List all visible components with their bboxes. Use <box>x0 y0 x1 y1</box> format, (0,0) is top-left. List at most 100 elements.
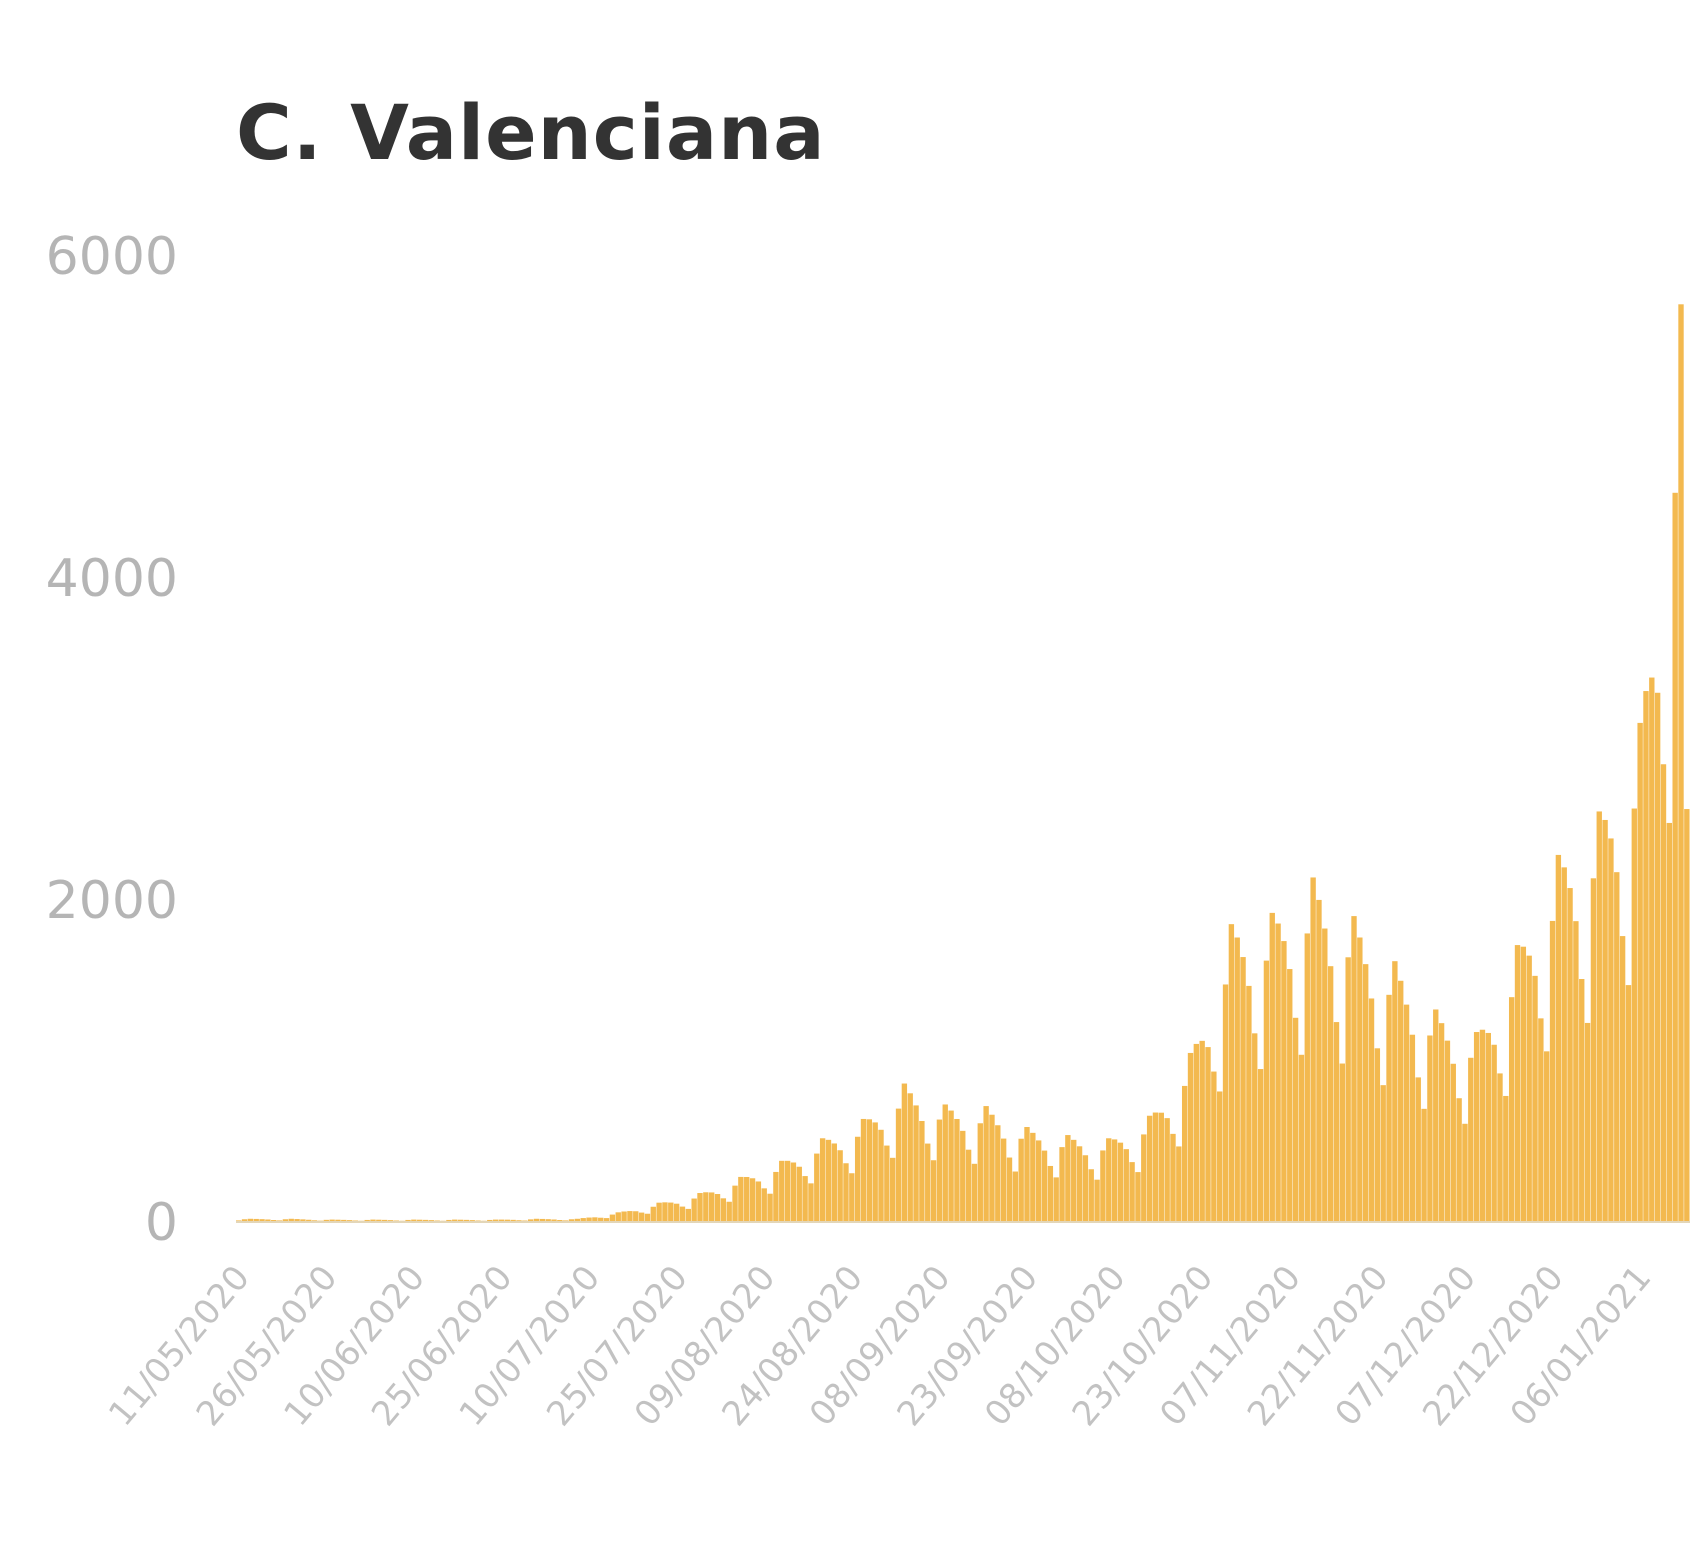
bar <box>417 1219 423 1222</box>
bar <box>247 1218 254 1222</box>
bar <box>1316 899 1322 1222</box>
bar <box>335 1219 341 1222</box>
bar <box>819 1138 826 1222</box>
bar <box>1000 1138 1007 1222</box>
bar <box>761 1188 767 1222</box>
bar <box>422 1219 429 1222</box>
bar <box>1398 980 1404 1222</box>
bar <box>1059 1147 1065 1222</box>
chart-title: C. Valenciana <box>236 88 826 177</box>
bar <box>685 1208 691 1222</box>
bar <box>878 1129 884 1222</box>
bar <box>323 1219 329 1222</box>
bar <box>457 1219 464 1222</box>
bar <box>1561 867 1567 1222</box>
bar <box>773 1171 779 1222</box>
bar <box>977 1123 983 1222</box>
bar <box>633 1211 639 1222</box>
bar <box>586 1217 592 1222</box>
bar <box>452 1219 458 1222</box>
bar <box>1403 1004 1410 1222</box>
bar <box>1479 1029 1486 1222</box>
bar <box>1111 1139 1118 1222</box>
bar <box>527 1219 534 1222</box>
bar <box>1217 1091 1223 1222</box>
bar <box>1544 1051 1550 1222</box>
bar <box>1211 1071 1217 1222</box>
bar <box>1035 1140 1042 1222</box>
bar <box>1631 808 1637 1222</box>
bar <box>306 1219 312 1222</box>
bar <box>1193 1043 1200 1222</box>
bar <box>253 1218 259 1222</box>
bar <box>1263 960 1270 1222</box>
bar <box>808 1183 814 1222</box>
bar <box>942 1104 948 1222</box>
bar <box>1246 985 1252 1222</box>
bar <box>1152 1112 1159 1222</box>
bar <box>796 1166 802 1222</box>
bar <box>638 1212 645 1222</box>
bar <box>1082 1155 1089 1222</box>
bar <box>890 1157 896 1222</box>
bar <box>370 1219 376 1222</box>
bar <box>767 1193 773 1222</box>
bar <box>300 1219 306 1222</box>
bar <box>1117 1142 1124 1222</box>
bar <box>574 1218 581 1222</box>
bar <box>1654 692 1661 1222</box>
bar <box>726 1201 732 1222</box>
bar <box>1222 984 1229 1222</box>
bar <box>1322 928 1328 1222</box>
bar <box>294 1219 300 1222</box>
bar <box>755 1181 762 1222</box>
bar <box>1006 1157 1013 1222</box>
bar <box>1514 945 1521 1222</box>
bar <box>1164 1118 1170 1222</box>
bar <box>1415 1077 1421 1222</box>
bar <box>1228 924 1235 1222</box>
bar <box>510 1219 516 1222</box>
bar <box>1433 1009 1439 1222</box>
bar <box>965 1149 972 1222</box>
bar <box>1532 975 1538 1222</box>
bar <box>1520 946 1527 1222</box>
bar <box>1041 1150 1048 1222</box>
bar <box>831 1143 837 1222</box>
bar <box>1100 1150 1106 1222</box>
bar <box>592 1217 598 1222</box>
bar <box>1643 691 1649 1222</box>
bar <box>691 1198 697 1222</box>
bar <box>329 1219 335 1222</box>
bar <box>843 1163 849 1222</box>
bar <box>866 1119 873 1222</box>
bar <box>703 1192 709 1222</box>
bar <box>1106 1138 1112 1222</box>
bar <box>1158 1112 1164 1222</box>
bar <box>1386 994 1392 1222</box>
bar <box>551 1219 557 1222</box>
bar <box>1287 969 1293 1222</box>
bar <box>539 1218 546 1222</box>
bar <box>738 1176 744 1222</box>
bar <box>1088 1169 1094 1222</box>
bar <box>1456 1098 1462 1222</box>
bar <box>1047 1165 1054 1222</box>
bar <box>849 1173 855 1222</box>
bar <box>1573 921 1579 1222</box>
bar <box>650 1206 656 1222</box>
bar <box>265 1219 271 1222</box>
bar <box>1135 1172 1141 1222</box>
bar <box>1351 916 1357 1222</box>
bar <box>884 1145 890 1222</box>
bar <box>1427 1035 1433 1222</box>
bar <box>1339 1063 1346 1222</box>
bar <box>1146 1115 1153 1222</box>
bar <box>960 1130 966 1222</box>
bar <box>1094 1179 1100 1222</box>
bar <box>1526 955 1532 1222</box>
bar <box>1567 888 1573 1222</box>
bar <box>621 1211 627 1222</box>
bar <box>603 1218 610 1222</box>
bar <box>615 1212 621 1222</box>
